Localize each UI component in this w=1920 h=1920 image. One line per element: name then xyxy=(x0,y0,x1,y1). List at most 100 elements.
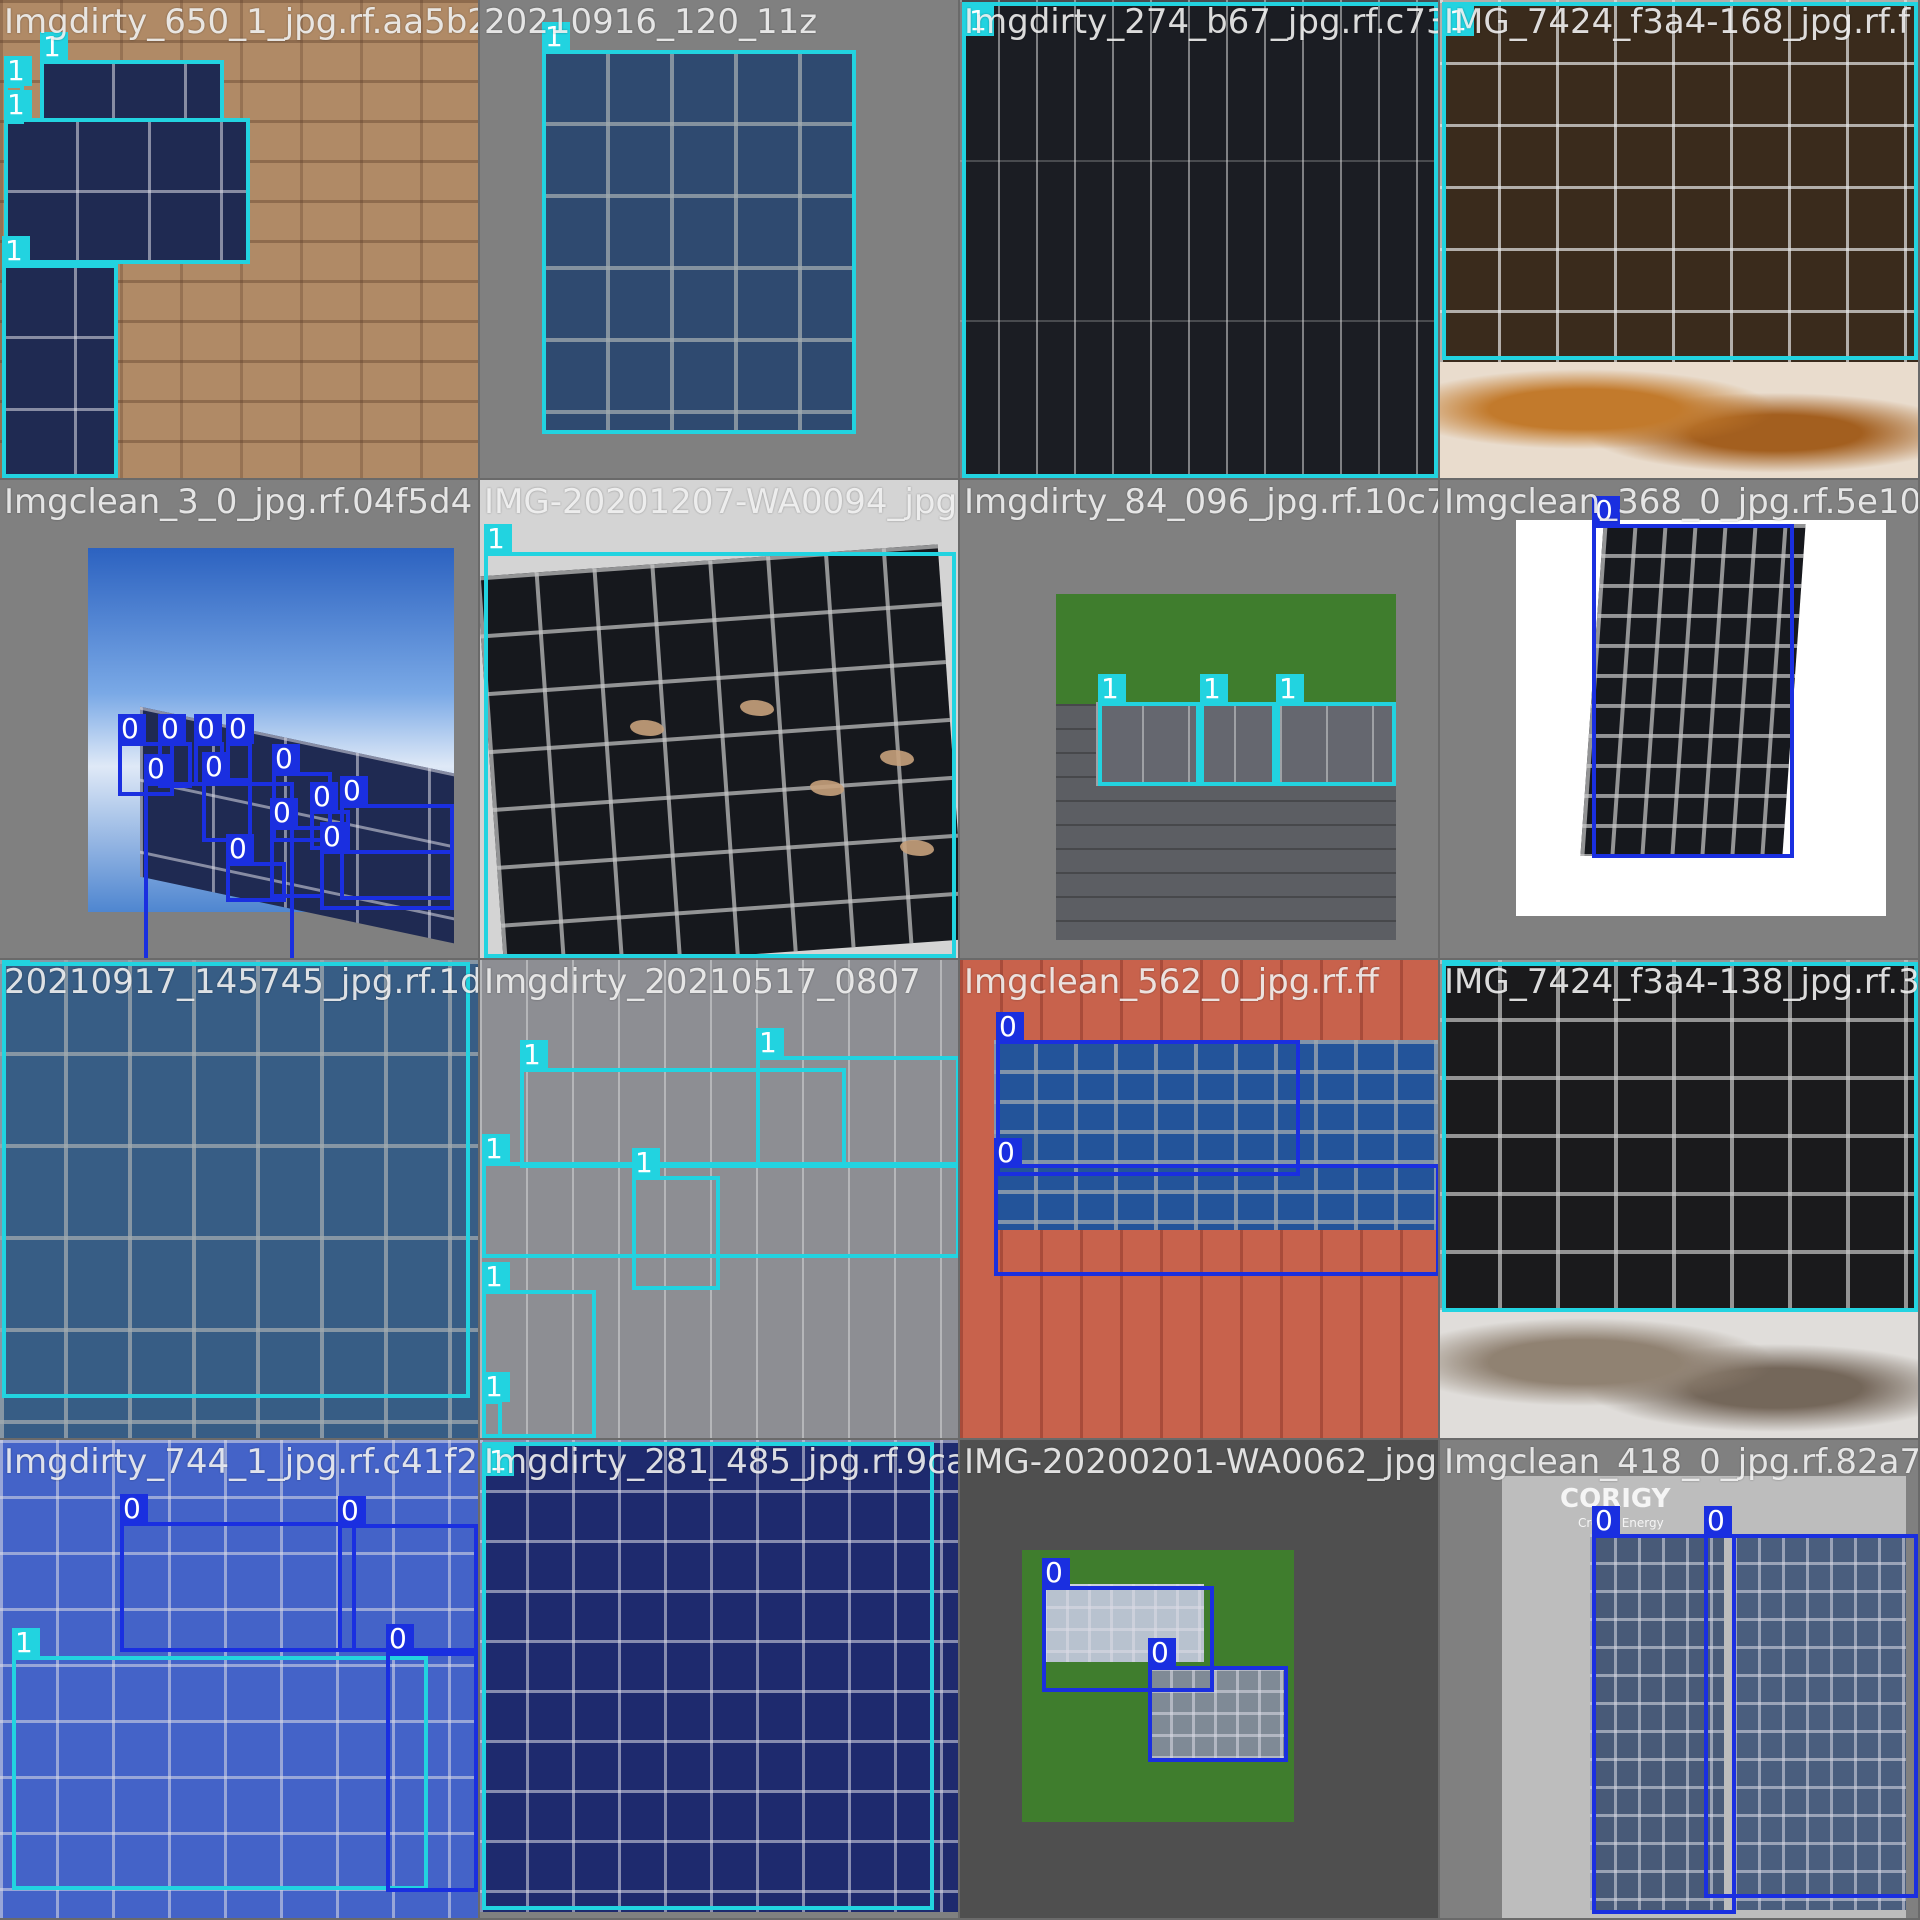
bbox-class-0: 0 xyxy=(1592,496,1794,858)
bbox-class-0: 0 xyxy=(1042,1558,1214,1692)
bbox-class-1: 1 xyxy=(2,960,470,1398)
solar-panel-image xyxy=(1440,0,1918,362)
bbox-label: 0 xyxy=(338,1496,366,1526)
bbox-label: 1 xyxy=(482,1134,510,1164)
bbox-label: 0 xyxy=(1592,1506,1620,1536)
bbox-label: 0 xyxy=(1148,1638,1176,1668)
tile-11: 1 IMG_7424_f3a4-138_jpg.rf.3 xyxy=(1440,960,1920,1440)
solar-panel-image xyxy=(0,1440,478,1918)
dirt-photo xyxy=(1440,362,1918,478)
bbox-label: 0 xyxy=(320,822,348,852)
solar-panel-image xyxy=(1440,960,1918,1310)
bbox-label: 1 xyxy=(1446,6,1474,36)
bbox-class-0: 0 xyxy=(994,1138,1438,1276)
bbox-label: 1 xyxy=(542,22,570,52)
solar-panel-image xyxy=(4,118,248,260)
bbox-label: 1 xyxy=(2,236,30,266)
bbox-class-0: 0 xyxy=(996,1012,1300,1176)
solar-panel-image xyxy=(994,1040,1438,1230)
bbox-label: 0 xyxy=(226,714,254,744)
bbox-label: 1 xyxy=(4,56,32,86)
bbox-label: 0 xyxy=(386,1624,414,1654)
dirt-photo xyxy=(1440,1310,1918,1438)
bbox-label: 0 xyxy=(194,714,222,744)
tile-1: 1 20210916_120_11z xyxy=(480,0,960,480)
bbox-label: 0 xyxy=(202,752,230,782)
bbox-class-1: 1 xyxy=(482,1442,934,1910)
bbox-label: 0 xyxy=(144,754,172,784)
solar-panel-image xyxy=(2,264,116,478)
bbox-label: 0 xyxy=(120,1494,148,1524)
image-filename: Imgdirty_84_096_jpg.rf.10c77 xyxy=(964,482,1440,522)
bbox-class-1: 1 xyxy=(40,32,224,122)
bbox-label: 1 xyxy=(12,1628,40,1658)
bbox-label: 0 xyxy=(226,834,254,864)
leaf xyxy=(630,720,664,736)
bbox-class-0: 0 xyxy=(120,1494,356,1652)
bbox-label: 0 xyxy=(118,714,146,744)
bbox-label: 0 xyxy=(994,1138,1022,1168)
bbox-class-1: 1 xyxy=(756,1028,958,1168)
solar-panel-image xyxy=(1734,1534,1906,1910)
bbox-class-0: 0 xyxy=(158,714,192,788)
bbox-label: 1 xyxy=(1442,960,1470,964)
leaf xyxy=(810,780,844,796)
bbox-label: 0 xyxy=(272,744,300,774)
bbox-class-0: 0 xyxy=(320,822,454,910)
bbox-label: 0 xyxy=(996,1012,1024,1042)
solar-panel-image xyxy=(480,1440,958,1912)
bbox-class-0: 0 xyxy=(1592,1506,1736,1914)
bbox-label: 1 xyxy=(520,1040,548,1070)
tile-7: 0 Imgclean_368_0_jpg.rf.5e10 xyxy=(1440,480,1920,960)
bbox-class-0: 0 xyxy=(118,714,174,796)
bbox-class-1: 1 xyxy=(542,22,856,434)
tile-12: 0 0 1 0 Imgdirty_744_1_jpg.rf.c41f2 xyxy=(0,1440,480,1920)
bbox-label: 1 xyxy=(2,960,30,964)
solar-panel-image xyxy=(0,960,478,1438)
tile-3: 1 IMG_7424_f3a4-168_jpg.rf.f xyxy=(1440,0,1920,480)
solar-panel-image xyxy=(1044,1584,1204,1662)
tile-0: 1 1 1 1 Imgdirty_650_1_jpg.rf.aa5b227203… xyxy=(0,0,480,480)
image-filename: 20210916_120_11z xyxy=(484,2,818,42)
bbox-class-0: 0 xyxy=(226,834,286,902)
bbox-label: 0 xyxy=(270,798,298,828)
bbox-label: 0 xyxy=(340,776,368,806)
tile-14: 0 0 IMG-20200201-WA0062_jpg.rf.9 xyxy=(960,1440,1440,1920)
bbox-label: 1 xyxy=(756,1028,784,1058)
bbox-class-1: 1 xyxy=(632,1148,720,1290)
bbox-class-0: 0 xyxy=(1704,1506,1918,1898)
bbox-class-1: 1 xyxy=(962,2,1438,478)
bbox-label: 1 xyxy=(40,32,68,62)
leaf xyxy=(900,840,934,856)
brand-tagline: Create Energy xyxy=(1578,1516,1664,1530)
tile-2: 1 Imgdirty_274_b67_jpg.rf.c73e2 xyxy=(960,0,1440,480)
bbox-class-1: 1 xyxy=(4,90,250,264)
bbox-class-1: 1 xyxy=(1442,2,1918,360)
bbox-class-1: 1 xyxy=(12,1628,428,1890)
tile-10: 0 0 Imgclean_562_0_jpg.rf.ff xyxy=(960,960,1440,1440)
bbox-label: 1 xyxy=(632,1148,660,1178)
bbox-label: 1 xyxy=(4,90,32,120)
bbox-label: 0 xyxy=(310,782,338,812)
bbox-class-0: 0 xyxy=(386,1624,478,1892)
solar-panel-image xyxy=(1148,1668,1286,1760)
bbox-label: 0 xyxy=(1592,496,1620,526)
bbox-class-1: 1 xyxy=(484,524,956,958)
tile-6: 1 1 1 Imgdirty_84_096_jpg.rf.10c77 xyxy=(960,480,1440,960)
tile-8: 1 20210917_145745_jpg.rf.1d xyxy=(0,960,480,1440)
bbox-label: 1 xyxy=(486,1446,514,1476)
bbox-label: 0 xyxy=(158,714,186,744)
image-filename: Imgclean_368_0_jpg.rf.5e10 xyxy=(1444,482,1920,522)
bbox-label: 1 xyxy=(482,1262,510,1292)
bbox-label: 1 xyxy=(966,6,994,36)
bbox-class-0: 0 xyxy=(1148,1638,1288,1762)
solar-panel-image xyxy=(1590,1534,1724,1910)
bbox-label: 1 xyxy=(1276,674,1304,704)
bbox-class-1: 1 xyxy=(2,236,118,478)
bbox-class-1: 1 xyxy=(482,1262,596,1438)
bbox-class-1: 1 xyxy=(1442,960,1918,1312)
bbox-label: 1 xyxy=(1200,674,1228,704)
bbox-class-1: 1 xyxy=(1200,674,1276,786)
bbox-class-1: 1 xyxy=(482,1372,510,1438)
